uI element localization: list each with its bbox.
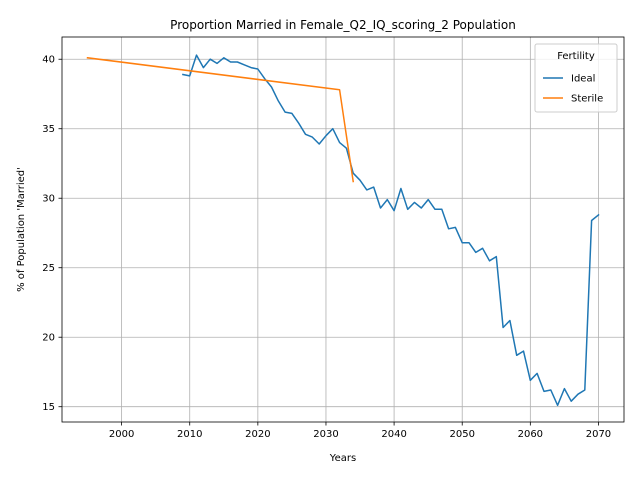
- axis-ticks: 2000 2010 2020 2030 2040 2050 2060 2070 15 20 25 30…: [42, 55, 611, 440]
- x-tick-label: 2020: [245, 429, 270, 440]
- legend: Fertility Ideal Sterile: [534, 43, 618, 113]
- plot-frame: [61, 36, 625, 423]
- x-tick-label: 2070: [586, 429, 611, 440]
- legend-title: Fertility: [557, 51, 595, 62]
- legend-label-ideal: Ideal: [571, 74, 595, 85]
- chart-title: Proportion Married in Female_Q2_IQ_scori…: [170, 18, 516, 32]
- y-tick-label: 35: [42, 124, 55, 135]
- x-tick-label: 2000: [109, 429, 134, 440]
- x-tick-label: 2060: [518, 429, 543, 440]
- y-axis-title: % of Population 'Married': [16, 167, 27, 292]
- x-axis-title: Years: [329, 453, 356, 464]
- x-tick-label: 2040: [381, 429, 406, 440]
- x-tick-label: 2030: [313, 429, 338, 440]
- legend-label-sterile: Sterile: [571, 94, 603, 105]
- y-tick-label: 25: [42, 263, 55, 274]
- legend-box: [534, 43, 618, 113]
- x-tick-label: 2010: [177, 429, 202, 440]
- y-tick-label: 30: [42, 194, 55, 205]
- y-tick-label: 15: [42, 402, 55, 413]
- y-tick-label: 20: [42, 333, 55, 344]
- y-tick-label: 40: [42, 55, 55, 66]
- x-tick-label: 2050: [449, 429, 474, 440]
- series-line-sterile: [86, 56, 355, 183]
- legend-entries: Ideal Sterile: [543, 74, 603, 105]
- series-lines: [86, 54, 600, 407]
- series-line-ideal: [182, 54, 600, 407]
